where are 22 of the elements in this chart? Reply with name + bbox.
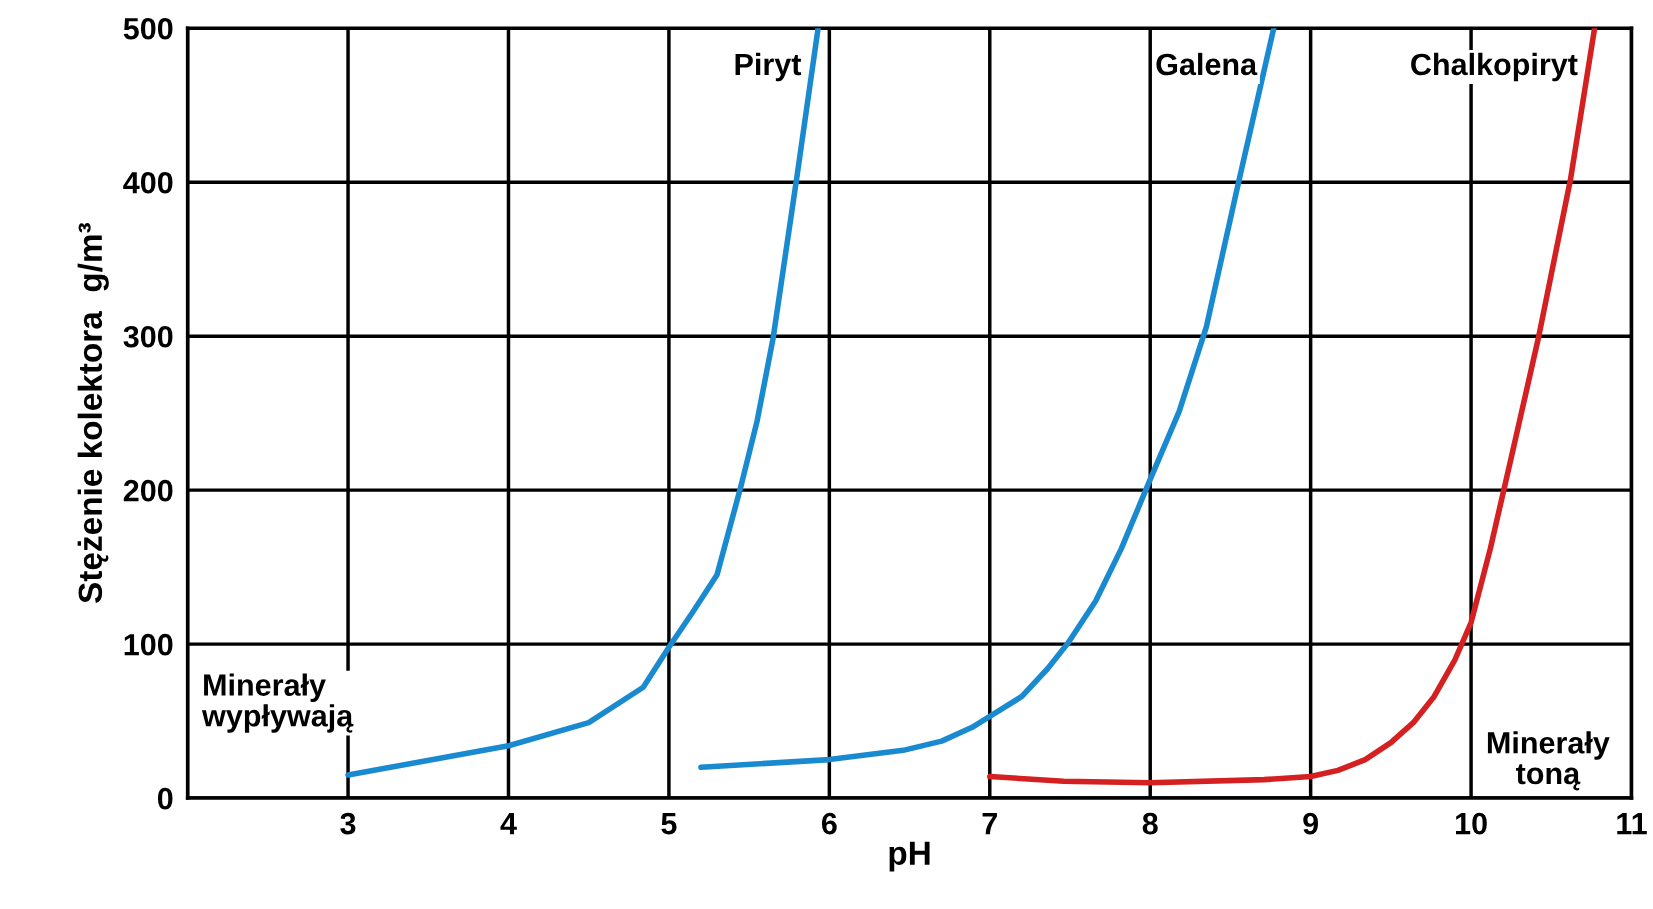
annotation: Minerały wypływają xyxy=(201,673,354,733)
x-tick-label: 4 xyxy=(500,813,517,835)
annotation: Minerały toną xyxy=(1487,731,1610,791)
y-tick-label: 400 xyxy=(123,171,173,194)
x-tick-label: 10 xyxy=(1456,812,1487,835)
x-tick-label: 11 xyxy=(1617,813,1647,835)
series-label: Chalkopiryt xyxy=(1411,52,1578,82)
y-tick-label: 0 xyxy=(157,787,173,810)
y-tick-label: 100 xyxy=(124,633,173,656)
x-tick-label: 3 xyxy=(340,812,356,835)
y-tick-label: 200 xyxy=(123,479,173,502)
x-tick-label: 9 xyxy=(1303,812,1319,835)
x-tick-label: 7 xyxy=(982,813,997,835)
series-label: Piryt xyxy=(735,52,802,82)
y-tick-label: 300 xyxy=(123,325,173,348)
x-tick-label: 8 xyxy=(1142,812,1158,835)
y-tick-label: 500 xyxy=(123,17,173,40)
x-axis-title: pH xyxy=(889,841,930,872)
x-tick-label: 5 xyxy=(661,813,677,835)
series-label: Galena xyxy=(1156,52,1258,76)
y-axis-title: Stężenie kolektora g/m³ xyxy=(77,223,109,603)
x-tick-label: 6 xyxy=(821,812,837,835)
